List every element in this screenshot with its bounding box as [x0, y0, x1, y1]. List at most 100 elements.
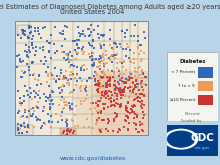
Point: [50, 56, 53, 59]
Point: [18, 97, 22, 99]
Point: [113, 83, 117, 86]
Point: [47, 50, 50, 53]
Point: [106, 78, 110, 80]
Point: [88, 42, 91, 44]
Point: [17, 123, 20, 125]
Point: [127, 56, 130, 59]
Point: [49, 94, 52, 97]
Point: [143, 113, 146, 116]
Point: [66, 57, 70, 60]
Point: [62, 131, 65, 134]
Point: [65, 129, 69, 131]
Point: [140, 100, 143, 103]
Point: [37, 27, 40, 29]
Point: [134, 128, 138, 131]
Point: [116, 113, 119, 115]
Point: [97, 104, 100, 107]
Point: [105, 76, 108, 79]
Point: [107, 56, 111, 59]
Point: [68, 104, 72, 107]
Point: [82, 30, 85, 32]
Point: [87, 76, 91, 79]
Point: [64, 118, 68, 120]
Point: [99, 62, 102, 65]
Point: [76, 124, 80, 127]
Point: [121, 89, 125, 92]
Point: [112, 99, 116, 102]
Point: [23, 121, 26, 124]
Point: [70, 59, 73, 61]
Point: [142, 52, 146, 54]
Point: [53, 78, 56, 81]
Point: [141, 71, 144, 74]
Point: [37, 75, 41, 78]
Point: [127, 75, 131, 78]
Point: [139, 105, 143, 107]
Point: [59, 74, 62, 77]
Point: [105, 62, 109, 65]
Point: [66, 79, 70, 81]
Point: [57, 87, 61, 90]
Point: [99, 78, 102, 81]
Point: [99, 76, 103, 78]
Point: [130, 110, 134, 113]
Point: [101, 75, 104, 78]
Point: [142, 31, 145, 33]
Point: [81, 65, 84, 67]
Point: [117, 128, 121, 130]
Point: [33, 78, 37, 80]
Point: [97, 111, 100, 114]
Point: [124, 85, 127, 88]
Point: [67, 102, 71, 104]
Point: [62, 57, 66, 60]
Point: [29, 87, 32, 89]
Point: [133, 112, 137, 115]
Point: [20, 125, 23, 128]
Point: [142, 95, 146, 97]
Point: [44, 55, 47, 58]
Point: [104, 97, 108, 99]
Point: [129, 35, 133, 38]
Point: [98, 75, 102, 77]
Point: [55, 75, 59, 78]
Point: [128, 59, 132, 62]
Point: [30, 44, 33, 47]
Point: [113, 103, 116, 106]
Point: [108, 83, 112, 85]
Point: [70, 129, 73, 132]
Point: [37, 90, 41, 92]
Point: [136, 46, 139, 49]
Point: [72, 131, 75, 134]
Point: [111, 130, 114, 132]
Point: [47, 119, 50, 122]
Point: [47, 99, 50, 101]
Point: [108, 80, 111, 82]
Point: [99, 82, 103, 85]
Point: [27, 26, 31, 29]
Point: [102, 119, 106, 121]
Point: [140, 122, 144, 125]
Point: [85, 68, 89, 71]
Point: [62, 106, 65, 109]
Point: [95, 105, 99, 108]
Point: [121, 76, 124, 79]
Point: [98, 60, 101, 63]
Point: [60, 89, 64, 91]
Point: [143, 104, 146, 107]
Point: [76, 66, 79, 68]
Point: [68, 130, 71, 133]
Point: [114, 80, 117, 82]
Point: [19, 115, 22, 118]
Point: [135, 71, 138, 74]
Point: [36, 79, 40, 81]
Point: [141, 90, 145, 92]
Point: [112, 84, 116, 87]
Point: [36, 107, 40, 109]
Point: [132, 35, 136, 38]
Point: [104, 89, 108, 92]
Point: [119, 89, 123, 92]
Point: [26, 37, 29, 39]
Point: [51, 99, 54, 101]
Point: [114, 43, 118, 46]
Point: [122, 87, 126, 90]
